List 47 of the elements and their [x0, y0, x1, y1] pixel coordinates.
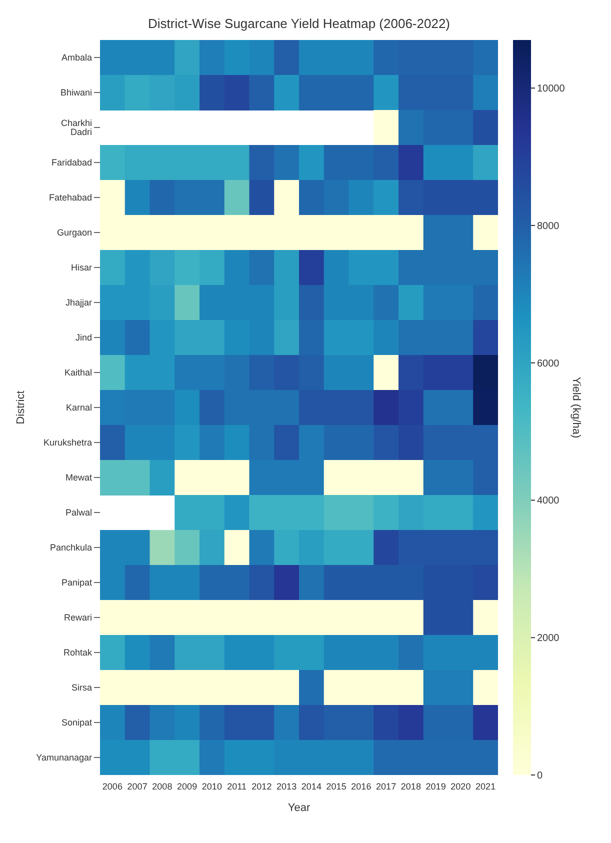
- y-tick-label: Mewat: [65, 472, 92, 483]
- color-bar-label: 0: [537, 770, 543, 782]
- y-tick-label: Sirsa: [71, 682, 92, 693]
- y-tick-label: Ambala: [61, 52, 92, 63]
- y-axis-title: District: [14, 390, 27, 424]
- y-tick-label: Bhiwani: [60, 88, 92, 98]
- x-tick-label: 2013: [276, 781, 297, 792]
- y-tick-label: Sonipat: [61, 718, 92, 728]
- x-tick-label: 2021: [476, 781, 496, 792]
- y-tick-label: Hisar: [70, 262, 92, 273]
- color-bar-label: 8000: [537, 220, 560, 232]
- y-tick-label: Jhajjar: [65, 298, 92, 308]
- y-tick-label: Kurukshetra: [43, 438, 92, 448]
- x-tick-label: 2019: [426, 781, 446, 792]
- x-tick-label: 2015: [326, 781, 346, 792]
- y-tick-label: Fatehabad: [48, 192, 92, 203]
- chart-title: District-Wise Sugarcane Yield Heatmap (2006-2022): [146, 16, 452, 31]
- y-tick-label: Rohtak: [63, 648, 92, 658]
- x-tick-label: 2020: [450, 781, 471, 792]
- y-tick-label: Palwal: [65, 508, 92, 518]
- x-tick-label: 2016: [351, 781, 372, 792]
- x-tick-label: 2014: [301, 781, 322, 792]
- color-bar-label: 4000: [537, 496, 560, 507]
- y-tick-label: Kaithal: [64, 368, 92, 378]
- y-tick-label: Panchkula: [50, 542, 92, 553]
- x-tick-label: 2006: [102, 781, 122, 792]
- y-tick-label: Charkhi Dadri: [60, 118, 92, 138]
- x-tick-label: 2009: [177, 781, 198, 792]
- y-tick-label: Yamunanagar: [36, 752, 92, 763]
- y-tick-label: Faridabad: [51, 158, 92, 168]
- color-bar-label: 2000: [537, 633, 560, 644]
- x-tick-label: 2008: [152, 781, 172, 792]
- x-tick-label: 2017: [376, 781, 396, 792]
- x-tick-label: 2018: [400, 781, 421, 792]
- x-tick-label: 2007: [127, 781, 148, 792]
- x-axis-title: Year: [288, 802, 310, 814]
- x-tick-label: 2010: [202, 781, 222, 792]
- color-bar-label: 6000: [537, 358, 560, 370]
- y-tick-label: Gurgaon: [56, 228, 92, 238]
- color-bar-title: Yield (kg/ha): [570, 376, 582, 438]
- y-tick-label: Rewari: [64, 612, 92, 623]
- x-tick-label: 2012: [252, 781, 272, 792]
- y-tick-label: Jind: [75, 332, 92, 343]
- x-tick-label: 2011: [227, 781, 246, 792]
- y-tick-label: Panipat: [61, 578, 92, 588]
- color-bar-label: 10000: [537, 84, 566, 95]
- y-tick-label: Karnal: [66, 402, 92, 413]
